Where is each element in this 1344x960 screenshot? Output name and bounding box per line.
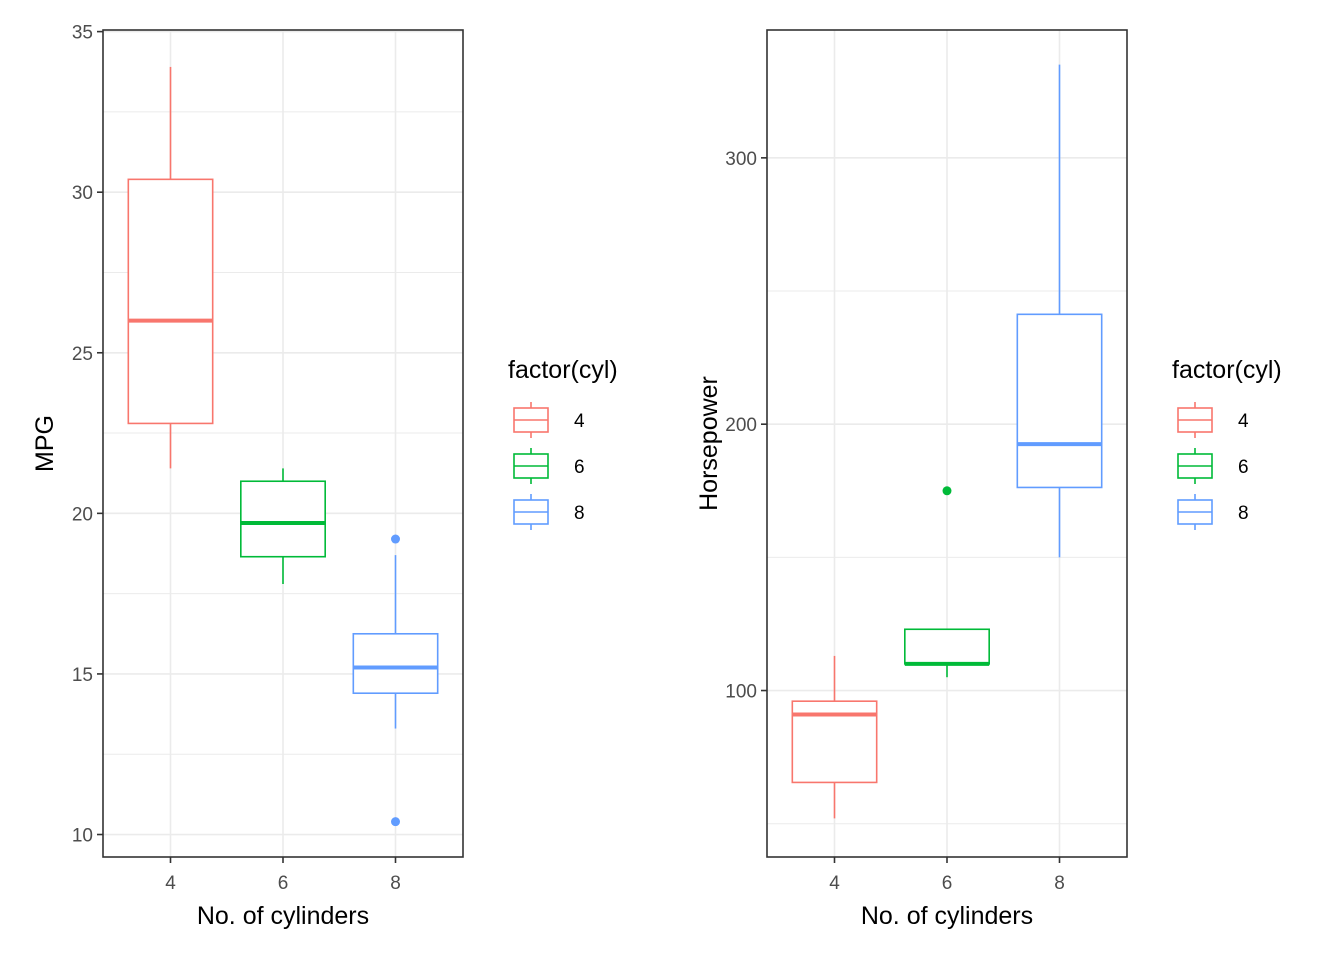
y-axis-title: Horsepower — [695, 376, 723, 511]
x-tick-label: 8 — [1054, 873, 1065, 894]
box-cyl-8 — [352, 534, 439, 827]
y-tick-label: 200 — [725, 415, 757, 436]
legend-title: factor(cyl) — [508, 356, 618, 384]
legend-label: 4 — [1238, 411, 1249, 432]
box-cyl-4 — [127, 66, 214, 469]
box-cyl-8 — [1016, 64, 1103, 558]
box-cyl-6 — [240, 468, 326, 585]
y-tick-label: 300 — [725, 149, 757, 170]
box-cyl-6 — [904, 486, 990, 678]
legend-label: 8 — [1238, 503, 1249, 524]
legend-label: 6 — [1238, 457, 1249, 478]
y-tick-label: 25 — [72, 344, 93, 365]
chart-panel-1: 10 15 20 25 30 35 4 6 8 No. of cylinders MPG factor… — [31, 23, 618, 930]
legend-label: 8 — [574, 503, 585, 524]
legend-key-cyl-8 — [513, 494, 549, 530]
box-iqr — [127, 178, 214, 425]
legend-title: factor(cyl) — [1172, 356, 1282, 384]
outlier-point — [391, 534, 400, 544]
outlier-point — [391, 817, 400, 827]
legend-key-cyl-4 — [1177, 402, 1213, 438]
y-tick-label: 35 — [72, 23, 93, 44]
x-tick-label: 4 — [829, 873, 840, 894]
box-cyl-4 — [791, 655, 878, 819]
legend-key-cyl-8 — [1177, 494, 1213, 530]
x-axis-title: No. of cylinders — [197, 902, 369, 930]
y-axis-title: MPG — [31, 415, 59, 472]
box-iqr — [1016, 313, 1103, 489]
legend: factor(cyl) 4 6 8 — [1172, 356, 1282, 530]
box-iqr — [352, 632, 439, 695]
y-tick-label: 15 — [72, 665, 93, 686]
y-tick-label: 20 — [72, 504, 93, 525]
outlier-point — [942, 486, 952, 496]
legend-label: 6 — [574, 457, 585, 478]
box-iqr — [240, 480, 326, 558]
x-axis-title: No. of cylinders — [861, 902, 1033, 930]
box-iqr — [904, 628, 990, 665]
legend: factor(cyl) 4 6 8 — [508, 356, 618, 530]
legend-key-cyl-6 — [513, 448, 549, 484]
y-tick-label: 100 — [725, 682, 757, 703]
legend-key-cyl-6 — [1177, 448, 1213, 484]
x-tick-label: 6 — [942, 873, 953, 894]
chart-panel-2: 100 200 300 4 6 8 No. of cylinders Horsepower fa… — [695, 29, 1282, 930]
legend-key-cyl-4 — [513, 402, 549, 438]
y-tick-label: 30 — [72, 183, 93, 204]
legend-label: 4 — [574, 411, 585, 432]
y-tick-label: 10 — [72, 826, 93, 847]
x-tick-label: 8 — [390, 873, 401, 894]
x-tick-label: 6 — [278, 873, 289, 894]
x-tick-label: 4 — [165, 873, 176, 894]
